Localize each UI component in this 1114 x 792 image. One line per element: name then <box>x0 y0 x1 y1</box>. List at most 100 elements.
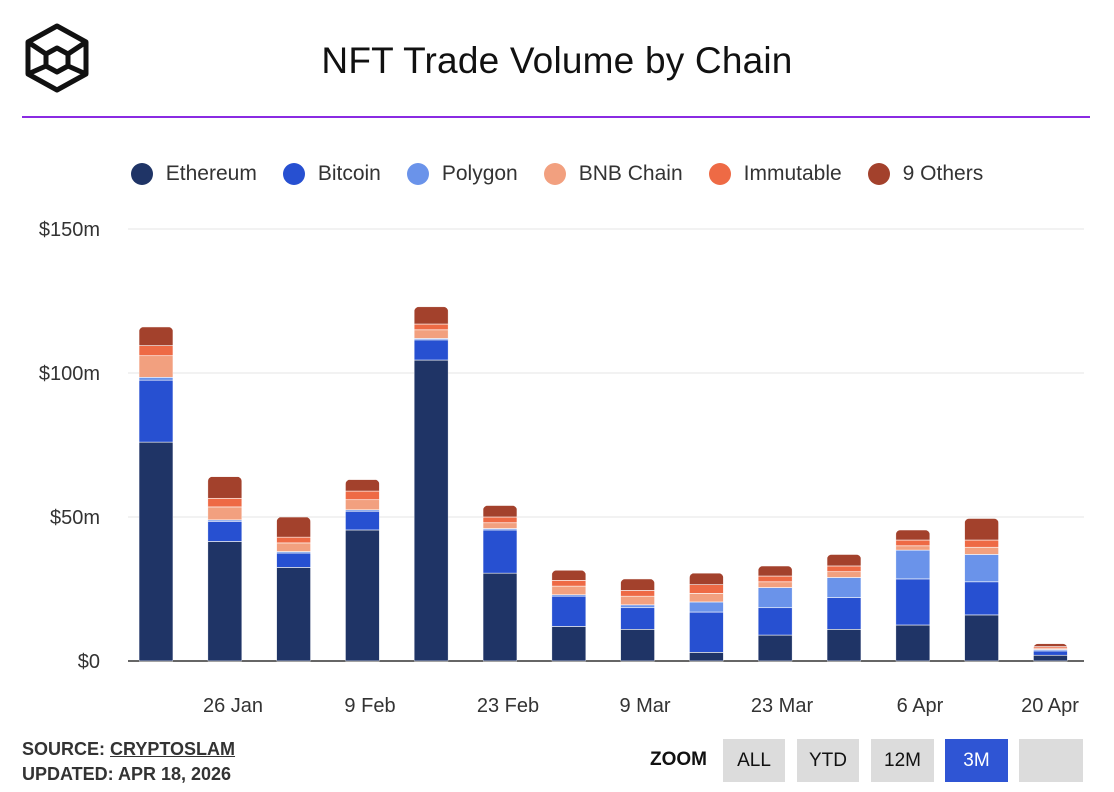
bar-segment-ethereum[interactable] <box>689 652 724 662</box>
bar-segment-immutable[interactable] <box>551 580 586 587</box>
bar-segment-bnb-chain[interactable] <box>620 595 655 606</box>
bar-segment-ethereum[interactable] <box>895 624 930 662</box>
bar-segment-ethereum[interactable] <box>827 629 861 662</box>
legend-item-immutable[interactable]: Immutable <box>708 162 842 186</box>
bar-segment-bitcoin[interactable] <box>483 529 517 574</box>
zoom-all-button[interactable]: ALL <box>723 739 785 782</box>
bar-segment-ethereum[interactable] <box>207 541 242 662</box>
bar-segment-9-others[interactable] <box>345 479 380 492</box>
bar-segment-immutable[interactable] <box>758 575 793 583</box>
legend-item-polygon[interactable]: Polygon <box>406 162 518 186</box>
bar-segment-immutable[interactable] <box>689 584 724 594</box>
bar-segment-bitcoin[interactable] <box>345 510 380 531</box>
bar-segment-ethereum[interactable] <box>483 572 517 662</box>
bar-stack[interactable] <box>139 326 173 662</box>
bar-segment-9-others[interactable] <box>964 518 999 541</box>
bar-segment-9-others[interactable] <box>1033 643 1068 647</box>
bar-segment-9-others[interactable] <box>827 554 861 567</box>
bar-segment-immutable[interactable] <box>964 539 999 548</box>
bar-segment-polygon[interactable] <box>620 604 655 609</box>
bar-segment-bnb-chain[interactable] <box>414 329 449 339</box>
bar-segment-bnb-chain[interactable] <box>964 546 999 555</box>
bar-segment-polygon[interactable] <box>895 549 930 580</box>
bar-segment-ethereum[interactable] <box>1033 654 1068 662</box>
bar-segment-bitcoin[interactable] <box>827 597 861 630</box>
bar-stack[interactable] <box>620 578 655 662</box>
bar-stack[interactable] <box>207 476 242 662</box>
bar-segment-immutable[interactable] <box>620 590 655 597</box>
bar-segment-bnb-chain[interactable] <box>207 506 242 521</box>
zoom-3m-button[interactable]: 3M <box>945 739 1008 782</box>
bar-segment-bitcoin[interactable] <box>758 607 793 636</box>
bar-segment-bitcoin[interactable] <box>895 578 930 626</box>
bar-segment-bnb-chain[interactable] <box>827 571 861 578</box>
bar-segment-bitcoin[interactable] <box>139 379 173 443</box>
zoom-12m-button[interactable]: 12M <box>871 739 934 782</box>
bar-segment-ethereum[interactable] <box>964 614 999 662</box>
bar-stack[interactable] <box>483 505 517 662</box>
bar-stack[interactable] <box>414 306 449 662</box>
source-link[interactable]: CRYPTOSLAM <box>110 739 236 759</box>
bar-segment-bnb-chain[interactable] <box>689 593 724 603</box>
legend-item-bitcoin[interactable]: Bitcoin <box>282 162 381 186</box>
legend-item-ethereum[interactable]: Ethereum <box>130 162 257 186</box>
zoom-extra-button[interactable] <box>1019 739 1083 782</box>
bar-segment-9-others[interactable] <box>689 573 724 585</box>
bar-segment-bnb-chain[interactable] <box>345 499 380 511</box>
bar-segment-immutable[interactable] <box>345 490 380 501</box>
bar-segment-immutable[interactable] <box>139 345 173 357</box>
bar-stack[interactable] <box>964 518 999 662</box>
bar-segment-bnb-chain[interactable] <box>895 545 930 551</box>
bar-segment-ethereum[interactable] <box>276 567 311 662</box>
bar-segment-ethereum[interactable] <box>620 629 655 662</box>
bar-segment-bitcoin[interactable] <box>207 521 242 542</box>
bar-segment-9-others[interactable] <box>139 326 173 346</box>
bar-segment-polygon[interactable] <box>758 587 793 609</box>
bar-segment-bitcoin[interactable] <box>1033 650 1068 656</box>
bar-segment-immutable[interactable] <box>414 323 449 331</box>
bar-segment-9-others[interactable] <box>551 570 586 581</box>
bar-segment-polygon[interactable] <box>964 554 999 583</box>
bar-segment-9-others[interactable] <box>276 517 311 538</box>
bar-segment-polygon[interactable] <box>689 601 724 613</box>
bar-segment-ethereum[interactable] <box>758 634 793 662</box>
bar-segment-immutable[interactable] <box>827 565 861 573</box>
bar-segment-ethereum[interactable] <box>551 626 586 662</box>
bar-stack[interactable] <box>551 570 586 662</box>
bar-segment-immutable[interactable] <box>276 536 311 544</box>
bar-segment-immutable[interactable] <box>483 516 517 524</box>
bar-segment-9-others[interactable] <box>620 578 655 591</box>
bar-segment-bitcoin[interactable] <box>689 611 724 653</box>
bar-stack[interactable] <box>1033 643 1068 662</box>
zoom-ytd-button[interactable]: YTD <box>797 739 859 782</box>
bar-segment-9-others[interactable] <box>758 565 793 577</box>
bar-segment-ethereum[interactable] <box>139 441 173 662</box>
bar-segment-9-others[interactable] <box>895 529 930 541</box>
bar-segment-ethereum[interactable] <box>345 529 380 662</box>
bar-segment-polygon[interactable] <box>139 377 173 381</box>
bar-segment-bnb-chain[interactable] <box>483 522 517 529</box>
bar-segment-immutable[interactable] <box>207 497 242 508</box>
bar-stack[interactable] <box>895 529 930 662</box>
bar-segment-bitcoin[interactable] <box>620 607 655 630</box>
bar-segment-immutable[interactable] <box>895 539 930 547</box>
bar-segment-bnb-chain[interactable] <box>139 355 173 378</box>
legend-item-9-others[interactable]: 9 Others <box>867 162 983 186</box>
bar-segment-polygon[interactable] <box>827 577 861 598</box>
bar-segment-bitcoin[interactable] <box>414 339 449 361</box>
bar-segment-ethereum[interactable] <box>414 359 449 662</box>
bar-segment-bnb-chain[interactable] <box>551 585 586 596</box>
bar-segment-bnb-chain[interactable] <box>758 581 793 588</box>
bar-segment-bitcoin[interactable] <box>276 552 311 568</box>
legend-item-bnb-chain[interactable]: BNB Chain <box>543 162 683 186</box>
bar-stack[interactable] <box>827 554 861 662</box>
bar-segment-9-others[interactable] <box>414 306 449 325</box>
bar-segment-9-others[interactable] <box>483 505 517 518</box>
bar-segment-9-others[interactable] <box>207 476 242 499</box>
bar-segment-bnb-chain[interactable] <box>276 542 311 552</box>
bar-segment-bitcoin[interactable] <box>964 581 999 616</box>
bar-stack[interactable] <box>758 565 793 662</box>
bar-stack[interactable] <box>689 573 724 662</box>
bar-stack[interactable] <box>345 479 380 662</box>
bar-segment-bitcoin[interactable] <box>551 595 586 627</box>
